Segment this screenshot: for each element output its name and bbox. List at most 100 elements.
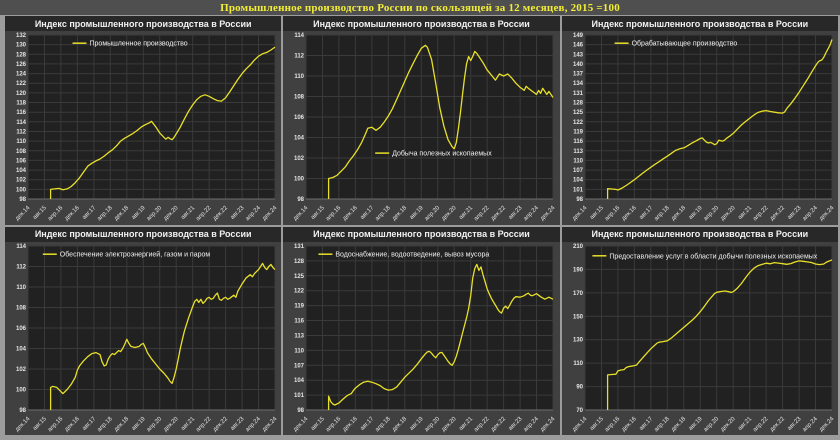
svg-text:98: 98	[298, 197, 305, 203]
svg-text:146: 146	[573, 43, 584, 49]
svg-text:авг.21: авг.21	[180, 415, 196, 431]
data-series-line	[606, 39, 833, 199]
svg-text:апр.24: апр.24	[523, 415, 541, 433]
svg-text:90: 90	[576, 384, 583, 390]
svg-text:апр.20: апр.20	[703, 205, 721, 223]
svg-text:114: 114	[16, 244, 26, 250]
svg-text:126: 126	[16, 62, 27, 68]
svg-text:116: 116	[573, 139, 583, 145]
svg-text:100: 100	[16, 387, 27, 393]
chart-title-band: Индекс промышленного производства в Росс…	[283, 226, 560, 242]
svg-text:дек.18: дек.18	[113, 415, 130, 432]
chart-title: Индекс промышленного производства в Росс…	[313, 229, 530, 239]
legend-label: Обрабатывающее производство	[631, 40, 737, 48]
svg-text:дек.24: дек.24	[818, 415, 835, 432]
svg-text:100: 100	[16, 187, 27, 193]
svg-text:апр.18: апр.18	[653, 205, 671, 223]
chart-title-band: Индекс промышленного производства в Росс…	[5, 16, 282, 31]
svg-text:авг.21: авг.21	[180, 205, 196, 221]
svg-text:107: 107	[573, 168, 584, 174]
chart-panel-industrial-production: Индекс промышленного производства в Росс…	[5, 16, 282, 225]
chart-title: Индекс промышленного производства в Росс…	[313, 18, 530, 29]
line-chart-mining-services: Предоставление услуг в области добычи по…	[562, 242, 838, 436]
svg-text:100: 100	[294, 177, 305, 183]
svg-text:авг.15: авг.15	[310, 205, 326, 221]
svg-text:авг.15: авг.15	[32, 205, 48, 221]
svg-text:апр.22: апр.22	[752, 415, 770, 433]
svg-text:авг.17: авг.17	[360, 205, 376, 221]
svg-text:150: 150	[573, 314, 584, 320]
svg-text:113: 113	[295, 333, 305, 339]
svg-text:116: 116	[295, 318, 305, 324]
data-series-line	[606, 258, 832, 410]
svg-text:авг.15: авг.15	[310, 415, 326, 431]
svg-text:авг.19: авг.19	[409, 415, 425, 431]
svg-text:149: 149	[573, 33, 584, 39]
chart-title: Индекс промышленного производства в Росс…	[591, 229, 809, 239]
main-title: Промышленное производство России по скол…	[220, 1, 620, 14]
svg-text:122: 122	[573, 120, 584, 126]
svg-text:101: 101	[573, 187, 584, 193]
svg-text:апр.18: апр.18	[375, 205, 393, 223]
svg-text:авг.21: авг.21	[737, 205, 753, 221]
svg-text:130: 130	[573, 337, 584, 343]
svg-text:104: 104	[16, 168, 27, 174]
svg-text:дек.22: дек.22	[212, 205, 229, 222]
svg-text:170: 170	[573, 290, 584, 296]
legend-label: Предоставление услуг в области добычи по…	[609, 252, 817, 260]
svg-text:131: 131	[573, 91, 584, 97]
svg-text:авг.21: авг.21	[737, 415, 753, 431]
line-chart-svg: Добыча полезных ископаемых 98 100 102 104 106…	[293, 33, 557, 223]
svg-text:дек.24: дек.24	[262, 415, 279, 432]
svg-text:106: 106	[294, 115, 305, 121]
svg-text:апр.24: апр.24	[245, 205, 263, 223]
svg-text:апр.20: апр.20	[146, 415, 164, 433]
svg-text:70: 70	[576, 408, 583, 414]
svg-text:апр.22: апр.22	[474, 205, 492, 223]
svg-text:104: 104	[294, 378, 305, 384]
svg-text:101: 101	[294, 393, 305, 399]
svg-text:дек.24: дек.24	[818, 205, 835, 222]
svg-text:дек.24: дек.24	[262, 205, 279, 222]
svg-text:дек.20: дек.20	[441, 415, 458, 432]
svg-text:авг.19: авг.19	[688, 205, 704, 221]
chart-title: Индекс промышленного производства в Росс…	[34, 18, 252, 29]
svg-text:авг.17: авг.17	[638, 415, 654, 431]
svg-text:106: 106	[16, 158, 27, 164]
chart-title-band: Индекс промышленного производства в Росс…	[561, 16, 838, 31]
svg-text:122: 122	[294, 288, 305, 294]
svg-text:128: 128	[573, 101, 584, 107]
svg-text:апр.20: апр.20	[424, 415, 442, 433]
svg-text:апр.16: апр.16	[47, 415, 65, 433]
svg-text:102: 102	[16, 178, 27, 184]
svg-text:апр.24: апр.24	[523, 205, 541, 223]
svg-text:авг.21: авг.21	[459, 415, 475, 431]
svg-text:110: 110	[295, 348, 305, 354]
line-chart-svg: Водоснабжение, водоотведение, вывоз мусо…	[293, 244, 557, 433]
svg-text:110: 110	[16, 285, 26, 291]
svg-text:авг.23: авг.23	[230, 205, 246, 221]
legend-label: Водоснабжение, водоотведение, вывоз мусо…	[336, 250, 490, 258]
svg-text:113: 113	[573, 149, 583, 155]
svg-text:авг.17: авг.17	[82, 205, 98, 221]
svg-text:110: 110	[295, 74, 305, 80]
svg-text:дек.22: дек.22	[212, 415, 229, 432]
chart-title-band: Индекс промышленного производства в Росс…	[561, 226, 838, 242]
svg-text:авг.23: авг.23	[786, 415, 802, 431]
svg-text:апр.22: апр.22	[195, 205, 213, 223]
svg-text:110: 110	[16, 139, 26, 145]
chart-panel-manufacturing: Индекс промышленного производства в Росс…	[561, 16, 838, 225]
svg-text:дек.18: дек.18	[670, 205, 687, 222]
svg-text:143: 143	[573, 52, 584, 58]
svg-text:104: 104	[573, 178, 584, 184]
line-chart-water-supply: Водоснабжение, водоотведение, вывоз мусо…	[283, 242, 559, 436]
svg-text:132: 132	[16, 33, 27, 39]
svg-text:апр.24: апр.24	[801, 415, 819, 433]
charts-grid: Индекс промышленного производства в Росс…	[0, 15, 840, 440]
svg-text:108: 108	[16, 305, 27, 311]
svg-text:дек.20: дек.20	[441, 205, 458, 222]
line-chart-electricity-gas-steam: Обеспечение электроэнергией, газом и пар…	[5, 242, 281, 436]
line-chart-svg: Промышленное производство 98 100 102 104 106 1…	[15, 33, 279, 223]
svg-text:131: 131	[294, 244, 305, 250]
